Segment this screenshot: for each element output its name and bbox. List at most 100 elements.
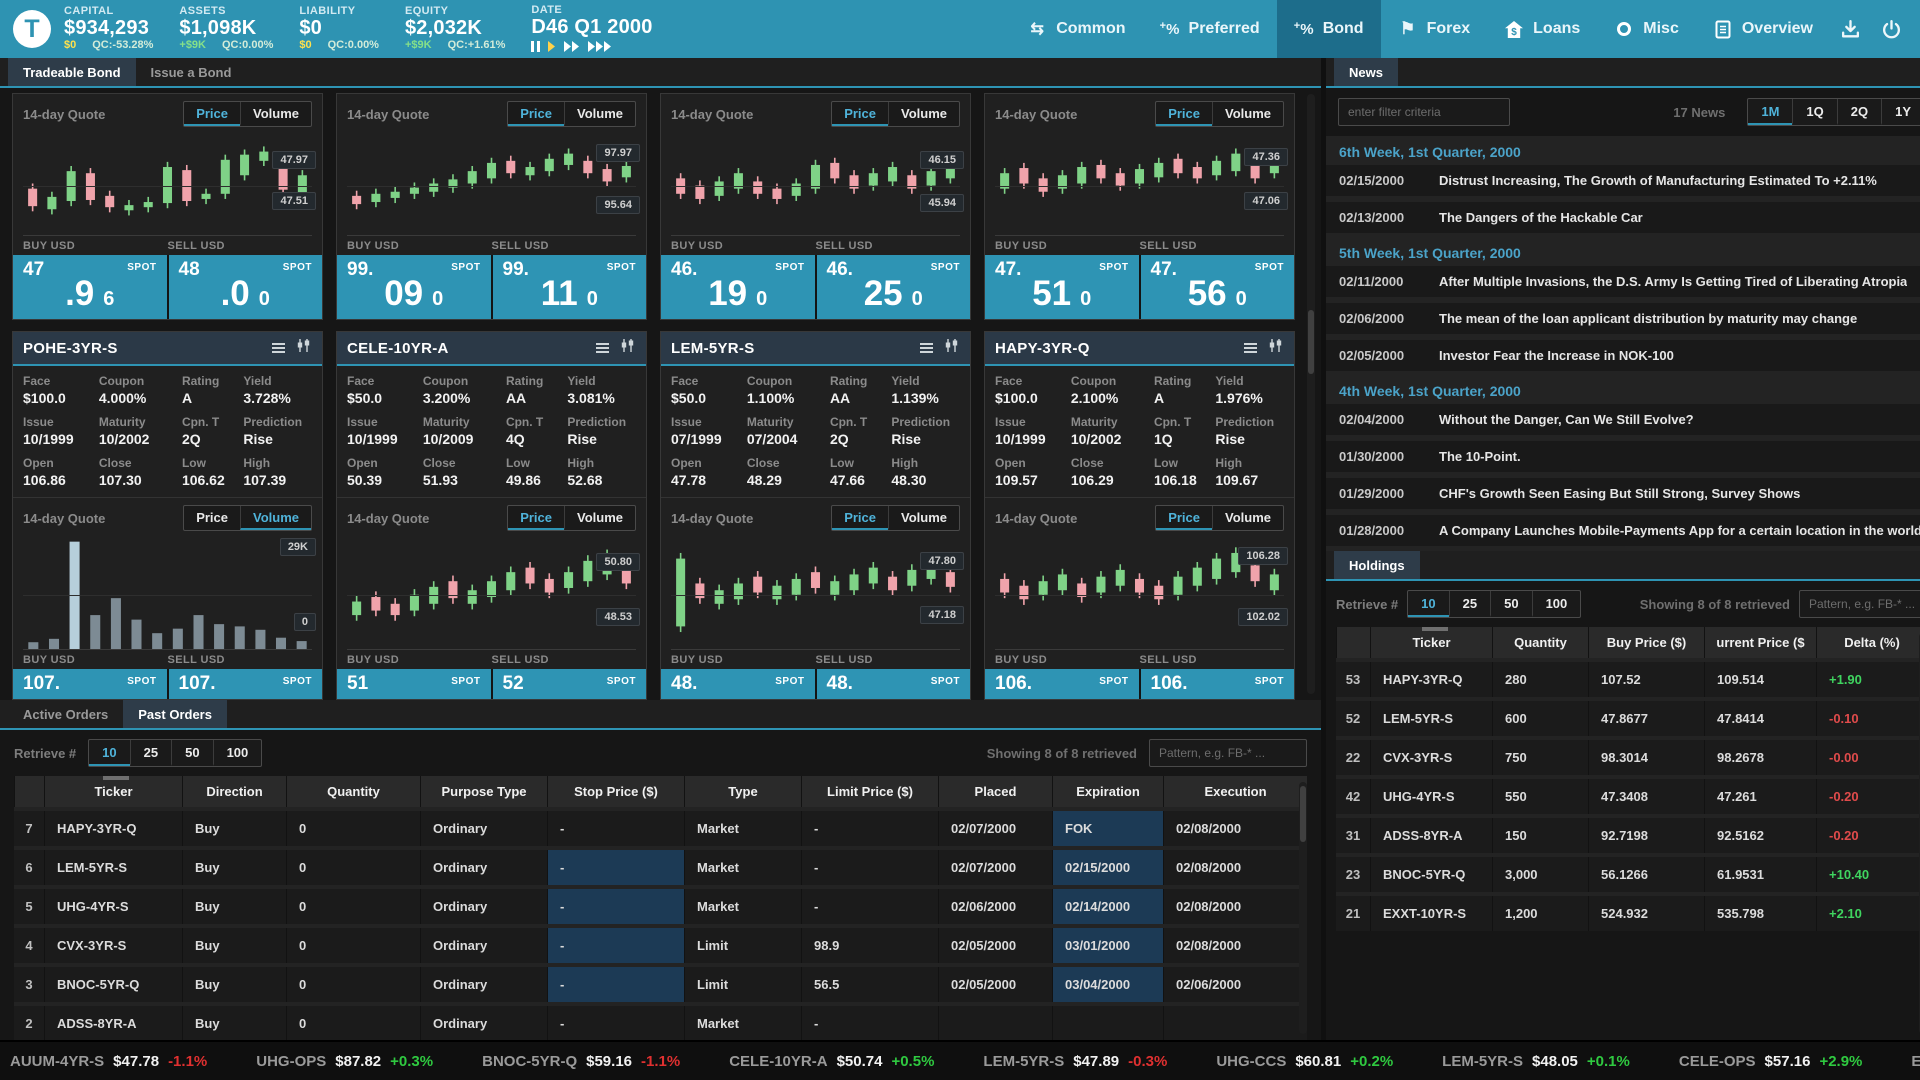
news-item[interactable]: 01/30/2000 The 10-Point. (1326, 441, 1920, 472)
orders-retrieve-25-button[interactable]: 25 (129, 740, 171, 766)
sell-spot-button[interactable]: 47. SPOT 56 0 (1140, 255, 1294, 319)
volume-toggle[interactable]: Volume (564, 102, 635, 126)
table-row[interactable]: 2 ADSS-8YR-A Buy 0 Ordinary - Market - (14, 1002, 1307, 1040)
news-item[interactable]: 01/28/2000 A Company Launches Mobile-Paym… (1326, 515, 1920, 546)
menu-icon[interactable] (920, 343, 933, 353)
sell-spot-button[interactable]: 106. SPOT (1140, 669, 1294, 699)
nav-preferred[interactable]: +% Preferred (1143, 0, 1277, 58)
buy-spot-button[interactable]: 107. SPOT (13, 669, 167, 699)
news-filter-input[interactable] (1338, 98, 1510, 126)
price-toggle[interactable]: Price (832, 102, 888, 126)
period-1q-button[interactable]: 1Q (1792, 99, 1836, 125)
holdings-retrieve-50-button[interactable]: 50 (1490, 591, 1531, 617)
sell-spot-button[interactable]: 48. SPOT (816, 669, 970, 699)
table-row[interactable]: 5 UHG-4YR-S Buy 0 Ordinary - Market -02/06/2000… (14, 885, 1307, 924)
holdings-retrieve-25-button[interactable]: 25 (1448, 591, 1490, 617)
sell-spot-button[interactable]: 46. SPOT 25 0 (816, 255, 970, 319)
news-item[interactable]: 02/15/2000 Distrust Increasing, The Growt… (1326, 165, 1920, 196)
period-1m-button[interactable]: 1M (1748, 99, 1793, 125)
holdings-pattern-input[interactable] (1799, 590, 1920, 618)
nav-common[interactable]: ⇆ Common (1010, 0, 1142, 58)
volume-toggle[interactable]: Volume (1212, 506, 1283, 530)
table-row[interactable]: 53 HAPY-3YR-Q 280 107.52 109.514 +1.90 (1336, 658, 1920, 697)
volume-toggle[interactable]: Volume (240, 102, 311, 126)
news-item[interactable]: 01/29/2000 CHF's Growth Seen Easing But S… (1326, 478, 1920, 509)
table-row[interactable]: 42 UHG-4YR-S 550 47.3408 47.261 -0.20 (1336, 775, 1920, 814)
nav-bond[interactable]: +% Bond (1276, 0, 1381, 58)
volume-toggle[interactable]: Volume (888, 102, 959, 126)
news-item[interactable]: 02/13/2000 The Dangers of the Hackable Ca… (1326, 202, 1920, 233)
menu-icon[interactable] (1244, 343, 1257, 353)
table-row[interactable]: 22 CVX-3YR-S 750 98.3014 98.2678 -0.00 (1336, 736, 1920, 775)
table-row[interactable]: 6 LEM-5YR-S Buy 0 Ordinary - Market -02/07/2000… (14, 846, 1307, 885)
volume-toggle[interactable]: Volume (1212, 102, 1283, 126)
nav-misc[interactable]: Misc (1597, 0, 1696, 58)
tab-news[interactable]: News (1334, 58, 1398, 86)
holdings-retrieve-100-button[interactable]: 100 (1531, 591, 1581, 617)
price-toggle[interactable]: Price (196, 510, 228, 525)
sell-spot-button[interactable]: 48 SPOT .0 0 (168, 255, 322, 319)
sell-spot-button[interactable]: 52 SPOT (492, 669, 646, 699)
news-item[interactable]: 02/04/2000 Without the Danger, Can We Sti… (1326, 404, 1920, 435)
price-toggle[interactable]: Price (508, 102, 564, 126)
nav-loans[interactable]: $ Loans (1487, 0, 1597, 58)
orders-retrieve-100-button[interactable]: 100 (212, 740, 262, 766)
table-row[interactable]: 3 BNOC-5YR-Q Buy 0 Ordinary - Limit 56.5 02/05/2… (14, 963, 1307, 1002)
cards-scrollbar[interactable] (1307, 94, 1315, 694)
play-button[interactable] (548, 40, 557, 53)
scrollbar-thumb[interactable] (1308, 310, 1314, 374)
table-row[interactable]: 21 EXXT-10YR-S 1,200 524.932 535.798 +2.10 (1336, 892, 1920, 931)
table-row[interactable]: 7 HAPY-3YR-Q Buy 0 Ordinary - Market -02/07/200… (14, 807, 1307, 846)
price-toggle[interactable]: Price (508, 506, 564, 530)
holdings-retrieve-10-button[interactable]: 10 (1408, 591, 1449, 617)
price-toggle[interactable]: Price (832, 506, 888, 530)
news-item[interactable]: 02/05/2000 Investor Fear the Increase in … (1326, 340, 1920, 371)
orders-pattern-input[interactable] (1149, 739, 1307, 767)
table-row[interactable]: 4 CVX-3YR-S Buy 0 Ordinary - Limit 98.9 02/05/20… (14, 924, 1307, 963)
power-icon[interactable] (1881, 19, 1902, 40)
price-toggle[interactable]: Price (1156, 506, 1212, 530)
buy-spot-button[interactable]: 47 SPOT .9 6 (13, 255, 167, 319)
candlestick-icon[interactable] (944, 338, 960, 358)
candlestick-icon[interactable] (1268, 338, 1284, 358)
sell-spot-button[interactable]: 99. SPOT 11 0 (492, 255, 646, 319)
sell-spot-button[interactable]: 107. SPOT (168, 669, 322, 699)
tab-issue-a-bond[interactable]: Issue a Bond (150, 64, 232, 80)
price-toggle[interactable]: Price (1156, 102, 1212, 126)
candlestick-icon[interactable] (296, 338, 312, 358)
table-scrollbar[interactable] (1299, 782, 1307, 1034)
scrollbar-thumb[interactable] (1300, 786, 1306, 842)
buy-spot-button[interactable]: 47. SPOT 51 0 (985, 255, 1139, 319)
buy-spot-button[interactable]: 106. SPOT (985, 669, 1139, 699)
pause-button[interactable] (531, 40, 541, 53)
price-toggle[interactable]: Price (184, 102, 240, 126)
tab-active-orders[interactable]: Active Orders (23, 706, 109, 722)
orders-retrieve-10-button[interactable]: 10 (89, 740, 130, 766)
news-item[interactable]: 02/06/2000 The mean of the loan applicant… (1326, 303, 1920, 334)
buy-spot-button[interactable]: 99. SPOT 09 0 (337, 255, 491, 319)
fast-forward-button[interactable] (564, 40, 581, 53)
download-icon[interactable] (1840, 19, 1861, 40)
fastest-forward-button[interactable] (588, 40, 613, 53)
volume-toggle[interactable]: Volume (888, 506, 959, 530)
tab-past-orders[interactable]: Past Orders (123, 700, 227, 728)
menu-icon[interactable] (596, 343, 609, 353)
table-row[interactable]: 23 BNOC-5YR-Q 3,000 56.1266 61.9531 +10.40 (1336, 853, 1920, 892)
app-logo[interactable]: T (13, 10, 51, 48)
volume-toggle[interactable]: Volume (240, 506, 311, 530)
candlestick-icon[interactable] (620, 338, 636, 358)
nav-overview[interactable]: Overview (1696, 0, 1830, 58)
period-2q-button[interactable]: 2Q (1836, 99, 1881, 125)
buy-spot-button[interactable]: 48. SPOT (661, 669, 815, 699)
tab-holdings[interactable]: Holdings (1334, 551, 1420, 579)
volume-toggle[interactable]: Volume (564, 506, 635, 530)
buy-spot-button[interactable]: 46. SPOT 19 0 (661, 255, 815, 319)
tab-tradeable-bond[interactable]: Tradeable Bond (8, 58, 136, 86)
buy-spot-button[interactable]: 51 SPOT (337, 669, 491, 699)
menu-icon[interactable] (272, 343, 285, 353)
table-row[interactable]: 31 ADSS-8YR-A 150 92.7198 92.5162 -0.20 (1336, 814, 1920, 853)
orders-retrieve-50-button[interactable]: 50 (171, 740, 212, 766)
nav-forex[interactable]: ⚑ Forex (1381, 0, 1488, 58)
table-row[interactable]: 52 LEM-5YR-S 600 47.8677 47.8414 -0.10 (1336, 697, 1920, 736)
news-item[interactable]: 02/11/2000 After Multiple Invasions, the … (1326, 266, 1920, 297)
